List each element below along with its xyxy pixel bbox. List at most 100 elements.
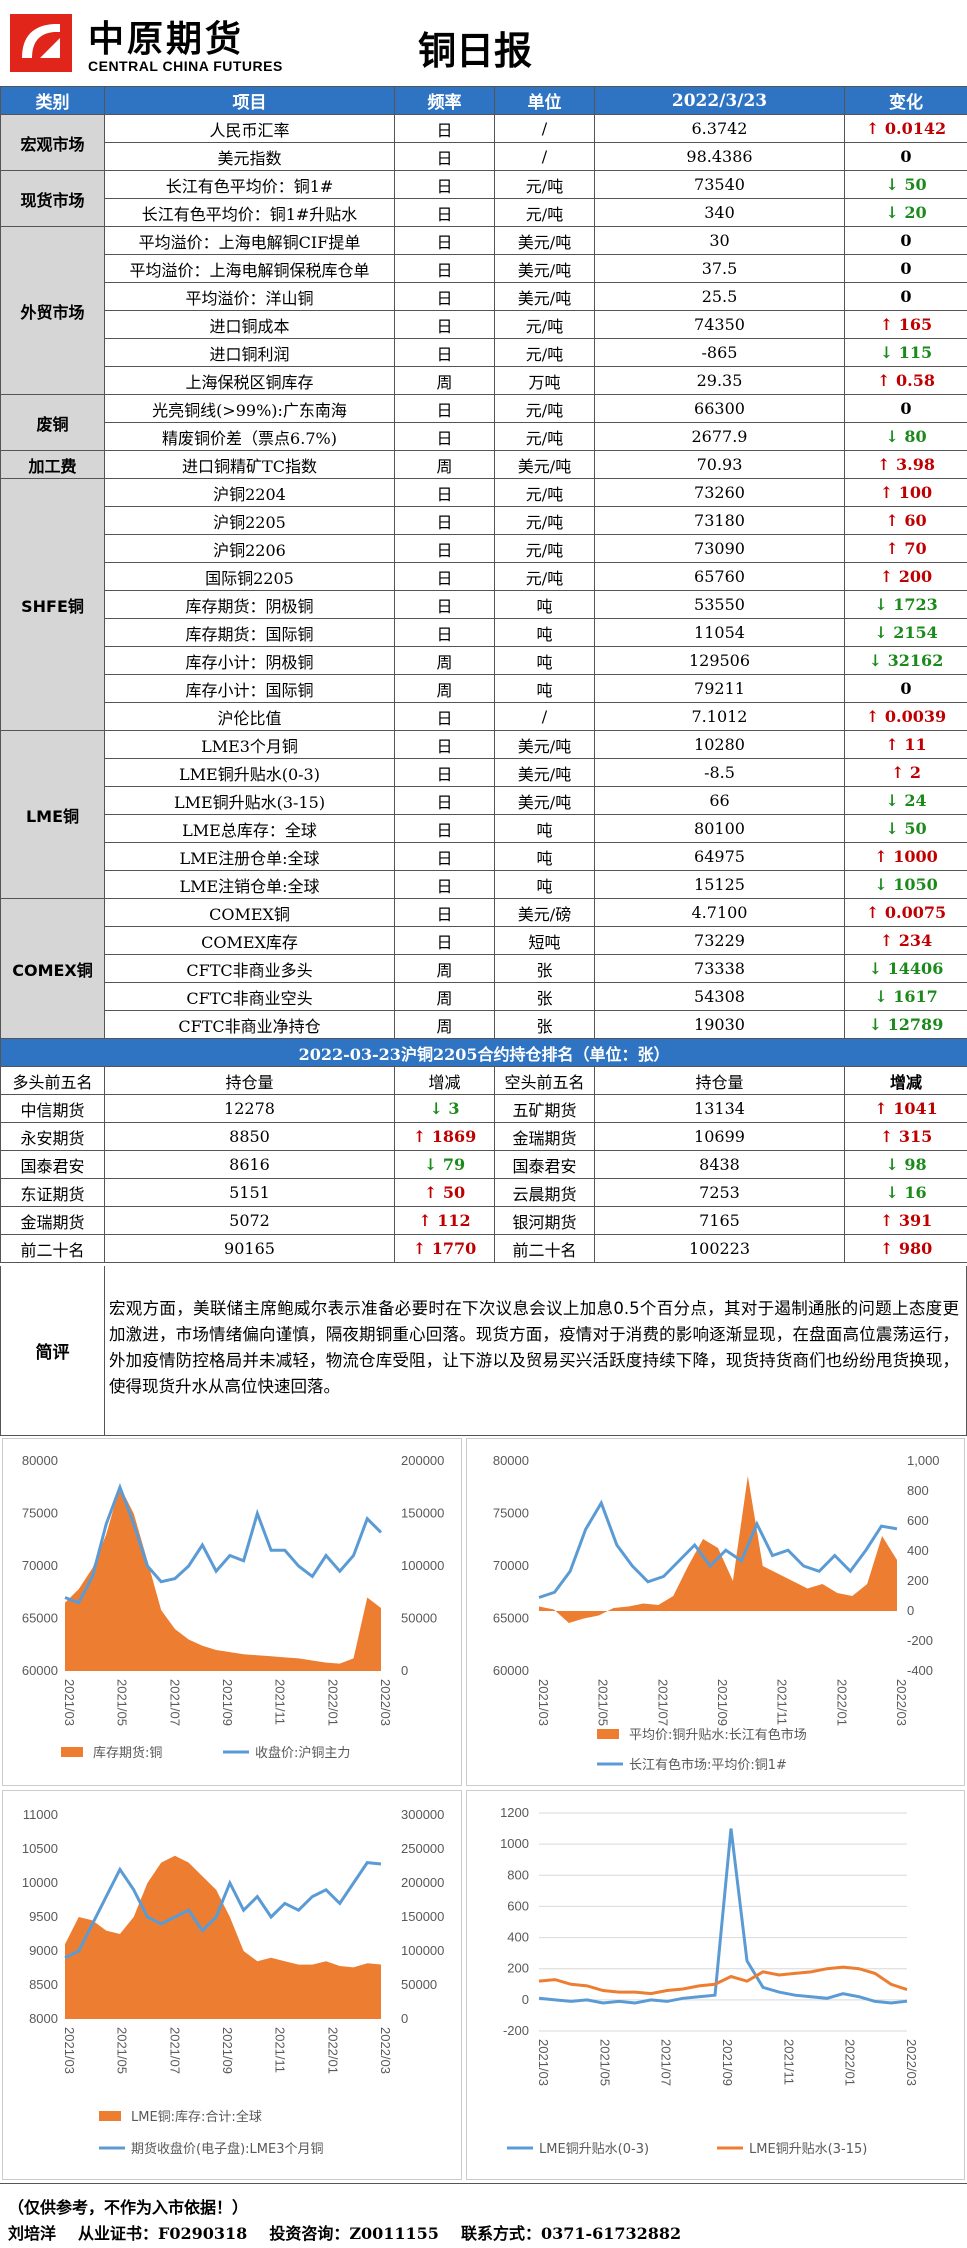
arrow-up-icon: ↑ xyxy=(879,1211,899,1230)
item-cell: 进口铜利润 xyxy=(104,338,395,367)
right-axis-tick: 400 xyxy=(907,1543,929,1558)
item-cell: LME总库存：全球 xyxy=(104,814,395,843)
change-value: 12789 xyxy=(887,1015,944,1034)
unit-cell: 吨 xyxy=(494,870,595,899)
change-cell: ↓ 32162 xyxy=(844,646,967,675)
arrow-down-icon: ↓ xyxy=(868,1015,888,1034)
left-axis-tick: 600 xyxy=(507,1898,529,1913)
long-volume: 5072 xyxy=(104,1206,395,1235)
value-cell: 73229 xyxy=(594,926,845,955)
value-cell: 98.4386 xyxy=(594,142,845,171)
right-axis-tick: -400 xyxy=(907,1663,933,1678)
item-cell: 长江有色平均价：铜1#升贴水 xyxy=(104,198,395,227)
ranking-change-value: 16 xyxy=(904,1183,927,1202)
x-axis-tick: 2021/03 xyxy=(536,1679,551,1726)
freq-cell: 日 xyxy=(394,170,495,199)
ranking-change-value: 79 xyxy=(442,1155,466,1174)
value-cell: 73180 xyxy=(594,506,845,535)
change-cell: ↑ 1000 xyxy=(844,842,967,871)
table-row: 库存期货：国际铜日吨 11054 ↓ 2154 xyxy=(1,618,967,647)
logo-chinese-text: 中原期货 xyxy=(88,19,245,60)
value-cell: 25.5 xyxy=(594,282,845,311)
change-value: 0 xyxy=(900,399,912,418)
market-data-table: 类别 项目 频率 单位 2022/3/23 变化 宏观市场 人民币汇率日/6.3742 ↑ 0… xyxy=(0,86,967,1039)
arrow-down-icon: ↓ xyxy=(868,959,888,978)
value-cell: 66 xyxy=(594,786,845,815)
ranking-change-cell: ↑ 980 xyxy=(843,1234,967,1263)
freq-cell: 日 xyxy=(394,310,495,339)
cert-number: 从业证书：F0290318 xyxy=(78,2224,248,2243)
change-cell: ↑ 2 xyxy=(844,758,967,787)
change-cell: ↑ 0.58 xyxy=(844,366,967,395)
series-line xyxy=(64,1482,383,1605)
series-line xyxy=(538,1499,898,1599)
change-cell: ↓ 1617 xyxy=(844,982,967,1011)
unit-cell: / xyxy=(494,702,595,731)
value-cell: 65760 xyxy=(594,562,845,591)
change-cell: ↓ 2154 xyxy=(844,618,967,647)
right-axis-tick: 200000 xyxy=(401,1875,444,1890)
x-axis-tick: 2022/03 xyxy=(378,1679,393,1726)
arrow-up-icon: ↑ xyxy=(879,567,899,586)
freq-cell: 日 xyxy=(394,730,495,759)
ranking-header: 增减 xyxy=(394,1066,495,1095)
value-cell: 129506 xyxy=(594,646,845,675)
freq-cell: 日 xyxy=(394,590,495,619)
x-axis-tick: 2021/03 xyxy=(62,1679,77,1726)
change-cell: ↓ 12789 xyxy=(844,1010,967,1039)
value-cell: 11054 xyxy=(594,618,845,647)
ranking-change-cell: ↓ 79 xyxy=(394,1150,495,1179)
x-axis-tick: 2022/03 xyxy=(894,1679,909,1726)
value-cell: 7.1012 xyxy=(594,702,845,731)
unit-cell: 美元/吨 xyxy=(494,282,595,311)
value-cell: 53550 xyxy=(594,590,845,619)
value-cell: 66300 xyxy=(594,394,845,423)
ranking-row: 国泰君安 8616 ↓ 79 国泰君安 8438 ↓ 98 xyxy=(0,1150,967,1179)
arrow-up-icon: ↑ xyxy=(885,539,905,558)
table-row: 加工费 进口铜精矿TC指数周美元/吨 70.93 ↑ 3.98 xyxy=(0,450,967,479)
value-cell: 340 xyxy=(594,198,845,227)
table-row: 沪铜2205 日元/吨 73180 ↑ 60 xyxy=(1,506,967,535)
change-cell: ↑ 100 xyxy=(844,478,967,507)
change-value: 60 xyxy=(904,511,927,530)
freq-cell: 日 xyxy=(394,506,495,535)
short-broker: 金瑞期货 xyxy=(494,1122,595,1151)
ranking-row: 中信期货 12278 ↓ 3 五矿期货 13134 ↑ 1041 xyxy=(0,1094,967,1123)
unit-cell: 元/吨 xyxy=(494,198,595,227)
long-broker: 东证期货 xyxy=(0,1178,105,1207)
freq-cell: 日 xyxy=(394,702,495,731)
arrow-up-icon: ↑ xyxy=(874,1099,894,1118)
freq-cell: 日 xyxy=(394,786,495,815)
left-axis-tick: 80000 xyxy=(22,1453,58,1468)
left-axis-tick: 8500 xyxy=(29,1977,58,1992)
left-axis-tick: 60000 xyxy=(493,1663,529,1678)
change-value: 1617 xyxy=(893,987,938,1006)
table-row: 上海保税区铜库存周万吨 29.35 ↑ 0.58 xyxy=(1,366,967,395)
x-axis-tick: 2021/05 xyxy=(597,2039,612,2086)
item-cell: 精废铜价差（票点6.7%) xyxy=(104,422,395,451)
table-row: LME铜 LME3个月铜日美元/吨 10280 ↑ 11 xyxy=(0,730,967,899)
unit-cell: 元/吨 xyxy=(494,478,595,507)
x-axis-tick: 2021/09 xyxy=(720,2039,735,2086)
change-cell: 0 xyxy=(844,226,967,255)
table-row: LME铜升贴水(3-15) 日美元/吨 66 ↓ 24 xyxy=(1,786,967,815)
unit-cell: 短吨 xyxy=(494,926,595,955)
ranking-change-value: 980 xyxy=(898,1239,933,1258)
short-volume: 8438 xyxy=(594,1150,845,1179)
freq-cell: 日 xyxy=(394,142,495,171)
value-cell: 2677.9 xyxy=(594,422,845,451)
series-line xyxy=(538,1965,908,1996)
arrow-down-icon: ↓ xyxy=(868,651,888,670)
arrow-down-icon: ↓ xyxy=(874,875,894,894)
freq-cell: 周 xyxy=(394,366,495,395)
change-value: 2154 xyxy=(893,623,938,642)
unit-cell: 吨 xyxy=(494,674,595,703)
unit-cell: 美元/吨 xyxy=(494,786,595,815)
x-axis-tick: 2021/07 xyxy=(167,1679,182,1726)
long-broker: 前二十名 xyxy=(0,1234,105,1263)
table-row: 精废铜价差（票点6.7%) 日元/吨 2677.9 ↓ 80 xyxy=(1,422,967,451)
contact-info: 联系方式：0371-61732882 xyxy=(460,2224,682,2243)
arrow-up-icon: ↑ xyxy=(865,119,885,138)
ranking-change-value: 391 xyxy=(898,1211,933,1230)
unit-cell: 美元/吨 xyxy=(494,758,595,787)
